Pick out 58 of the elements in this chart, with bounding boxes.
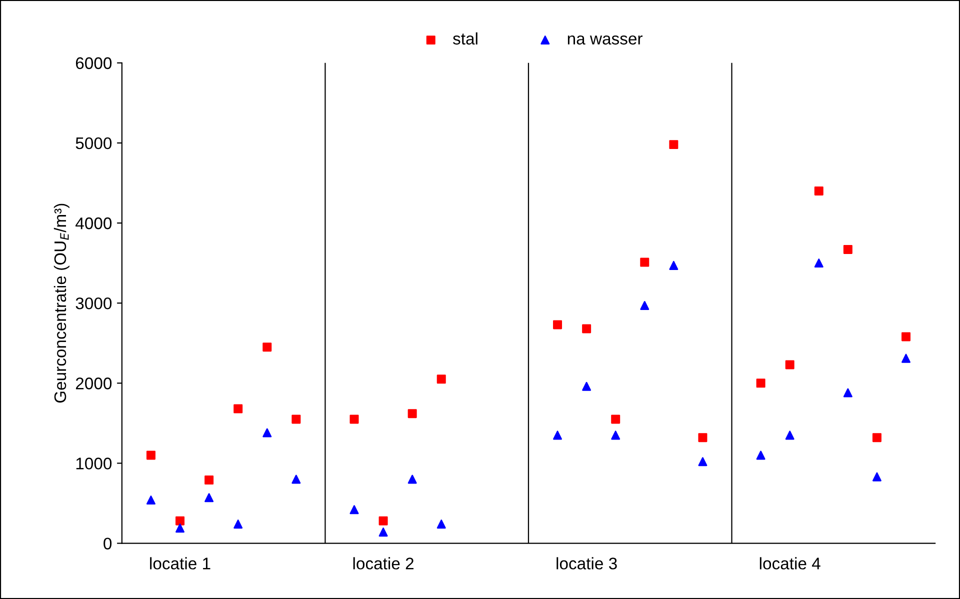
y-axis-title: Geurconcentratie (OU$_{E}$/m³) bbox=[54, 204, 70, 403]
point bbox=[146, 496, 156, 505]
point bbox=[436, 374, 446, 384]
y-tick-label: 4000 bbox=[76, 217, 112, 230]
point bbox=[872, 433, 882, 442]
point bbox=[843, 388, 852, 398]
legend-label: stal bbox=[453, 32, 478, 45]
y-tick-label: 5000 bbox=[76, 137, 112, 150]
point bbox=[204, 476, 214, 485]
point bbox=[785, 430, 794, 440]
point bbox=[640, 258, 650, 267]
point bbox=[234, 404, 243, 414]
point bbox=[640, 300, 650, 310]
point bbox=[698, 433, 708, 442]
point bbox=[408, 474, 417, 484]
point bbox=[234, 520, 243, 529]
point bbox=[756, 378, 766, 388]
point bbox=[582, 382, 592, 391]
point bbox=[814, 186, 824, 196]
point bbox=[350, 414, 359, 424]
point bbox=[262, 428, 272, 438]
y-tick-label: 3000 bbox=[76, 297, 112, 310]
point bbox=[262, 342, 272, 352]
point bbox=[176, 524, 184, 533]
point bbox=[785, 360, 794, 370]
point bbox=[146, 450, 156, 460]
y-tick-label: 6000 bbox=[76, 57, 112, 70]
point bbox=[611, 430, 620, 440]
point bbox=[292, 414, 301, 424]
point bbox=[872, 472, 882, 482]
point bbox=[553, 320, 562, 330]
point bbox=[669, 260, 678, 270]
x-tick-label: locatie 2 bbox=[353, 557, 414, 570]
point bbox=[408, 409, 417, 418]
y-tick-label: 2000 bbox=[76, 378, 112, 390]
legend-label: na wasser bbox=[568, 35, 642, 45]
point bbox=[902, 332, 910, 342]
point bbox=[350, 505, 359, 514]
point bbox=[292, 474, 301, 484]
point bbox=[698, 457, 708, 466]
point bbox=[204, 493, 214, 502]
point bbox=[611, 414, 620, 424]
point bbox=[378, 516, 388, 526]
point bbox=[814, 258, 824, 268]
y-tick-label: 0 bbox=[104, 538, 112, 550]
point bbox=[843, 244, 852, 254]
x-tick-label: locatie 1 bbox=[150, 557, 210, 570]
point bbox=[436, 520, 446, 529]
x-tick-label: locatie 4 bbox=[760, 557, 820, 570]
x-tick-label: locatie 3 bbox=[556, 557, 617, 570]
point bbox=[553, 430, 562, 440]
point bbox=[902, 354, 910, 363]
y-tick-label: 1000 bbox=[76, 458, 112, 470]
point bbox=[669, 140, 678, 150]
point bbox=[176, 516, 184, 526]
point bbox=[378, 528, 388, 537]
point bbox=[582, 324, 592, 334]
point bbox=[756, 450, 766, 460]
